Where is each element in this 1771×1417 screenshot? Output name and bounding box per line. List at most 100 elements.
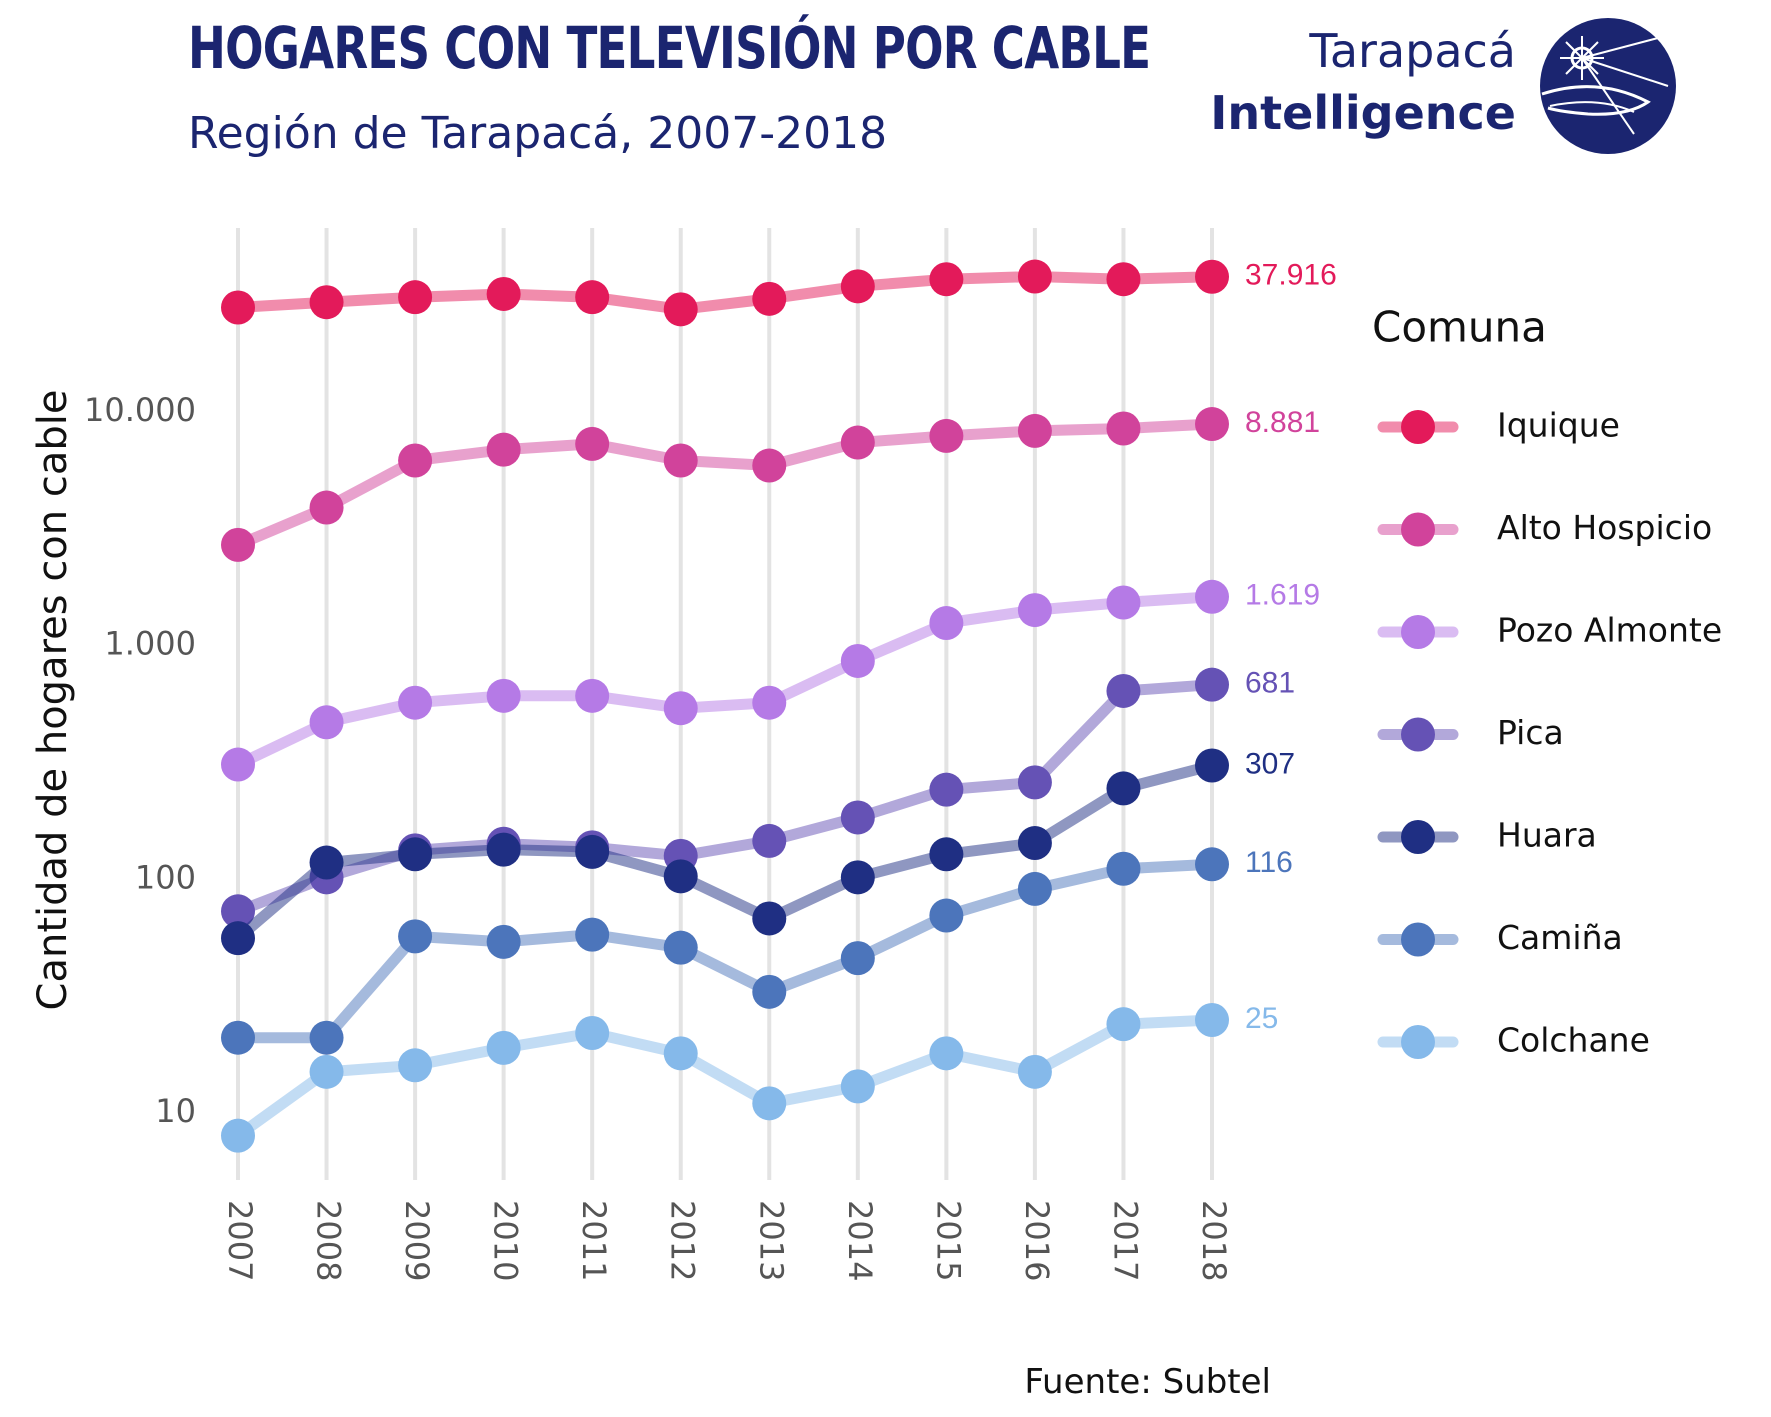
data-point (309, 285, 344, 320)
series-colchane (221, 1003, 1229, 1153)
data-point (752, 448, 787, 483)
x-tick-label: 2012 (664, 1200, 702, 1281)
data-point (929, 772, 964, 807)
data-point (486, 924, 521, 959)
legend-label: Iquique (1497, 406, 1620, 445)
legend-item-alto-hospicio: Alto Hospicio (1377, 508, 1712, 547)
data-point (221, 527, 255, 562)
data-point (486, 1030, 521, 1065)
x-tick-label: 2013 (752, 1200, 790, 1281)
data-point (1106, 411, 1141, 446)
legend-item-pozo-almonte: Pozo Almonte (1377, 611, 1722, 650)
data-point (398, 1048, 433, 1083)
end-label-colchane: 25 (1245, 1002, 1278, 1035)
end-label-alto-hospicio: 8.881 (1245, 406, 1320, 439)
series-line (232, 1014, 1218, 1142)
chart-title: HOGARES CON TELEVISIÓN POR CABLE (188, 14, 1151, 82)
legend-label: Alto Hospicio (1497, 508, 1712, 547)
data-point (398, 685, 433, 720)
series-huara (221, 748, 1229, 956)
data-point (486, 832, 521, 867)
end-label-pozo-almonte: 1.619 (1245, 579, 1320, 612)
data-point (1017, 826, 1052, 861)
series-line (232, 591, 1218, 770)
x-tick-label: 2009 (398, 1200, 436, 1281)
legend-item-pica: Pica (1377, 713, 1564, 752)
data-point (752, 1086, 787, 1121)
x-tick-label: 2016 (1018, 1200, 1056, 1281)
data-point (1106, 673, 1141, 708)
data-point (486, 276, 521, 311)
x-tick-label: 2015 (929, 1200, 967, 1281)
x-tick-label: 2014 (841, 1200, 879, 1281)
legend-label: Colchane (1497, 1021, 1650, 1060)
data-point (1195, 748, 1229, 783)
series-camina (221, 847, 1229, 1055)
series-line (232, 858, 1218, 1044)
data-point (1195, 579, 1229, 614)
x-tick-label: 2018 (1195, 1200, 1233, 1281)
legend-item-colchane: Colchane (1377, 1021, 1650, 1060)
data-point (309, 1054, 344, 1089)
chart-subtitle: Región de Tarapacá, 2007-2018 (188, 108, 888, 159)
legend-label: Camiña (1497, 918, 1623, 957)
data-point (1195, 407, 1229, 442)
data-point (575, 917, 610, 952)
data-point (752, 281, 787, 316)
y-tick-label: 1.000 (104, 625, 196, 663)
data-point (840, 425, 875, 460)
legend-swatch-point (1401, 615, 1435, 649)
data-point (929, 606, 964, 641)
data-point (398, 280, 433, 315)
data-point (575, 426, 610, 461)
end-label-iquique: 37.916 (1245, 259, 1337, 292)
data-point (663, 859, 698, 894)
legend-swatch-point (1401, 410, 1435, 444)
data-point (752, 974, 787, 1009)
data-point (840, 860, 875, 895)
end-label-camina: 116 (1245, 846, 1293, 879)
legend-label: Pozo Almonte (1497, 611, 1722, 650)
x-tick-label: 2010 (487, 1200, 525, 1281)
data-point (575, 1015, 610, 1050)
data-point (840, 941, 875, 976)
data-point (663, 292, 698, 327)
series-alto-hospicio (221, 407, 1229, 562)
series-iquique (221, 259, 1229, 327)
data-point (1017, 259, 1052, 294)
data-point (486, 678, 521, 713)
legend-swatch-point (1401, 922, 1435, 957)
data-point (929, 898, 964, 933)
data-point (309, 490, 344, 525)
data-point (840, 1069, 875, 1104)
data-point (840, 269, 875, 304)
data-point (221, 290, 255, 325)
series-line (232, 418, 1218, 551)
end-label-pica: 681 (1245, 667, 1295, 700)
legend: Comuna Iquique Alto Hospicio Pozo Almonte Pi… (1372, 303, 1722, 1060)
legend-label: Pica (1497, 713, 1564, 752)
data-point (929, 262, 964, 297)
x-tick-label: 2017 (1106, 1200, 1144, 1281)
legend-label: Huara (1497, 816, 1597, 855)
axes: 2007 2008 2009 2010 2011 2012 2013 2014 2015 2016… (30, 390, 1233, 1282)
data-point (1195, 259, 1229, 294)
data-point (840, 643, 875, 678)
legend-swatch-point (1401, 820, 1435, 854)
data-point (398, 443, 433, 478)
data-point (221, 1118, 255, 1153)
data-point (575, 834, 610, 869)
data-point (1106, 585, 1141, 620)
legend-item-iquique: Iquique (1377, 406, 1620, 445)
data-point (575, 280, 610, 315)
data-point (663, 1036, 698, 1071)
data-point (929, 837, 964, 872)
data-point (663, 443, 698, 478)
legend-swatch-point (1401, 512, 1435, 547)
data-point (1195, 847, 1229, 882)
data-point (752, 901, 787, 936)
data-point (1195, 1003, 1229, 1038)
data-point (398, 919, 433, 954)
data-point (929, 1036, 964, 1071)
